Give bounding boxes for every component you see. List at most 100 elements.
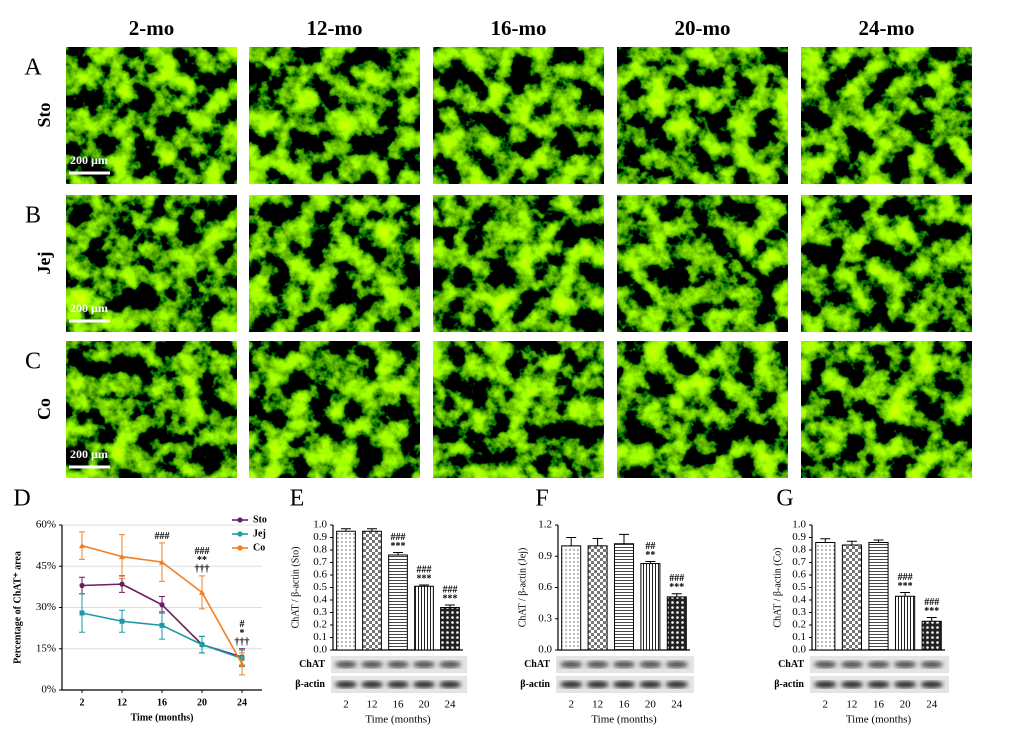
blot-band — [586, 681, 609, 688]
y-tick-label: 0.3 — [313, 606, 327, 618]
x-tick-label: 20 — [419, 699, 431, 711]
blot-label: β-actin — [295, 679, 325, 690]
y-tick-label: 0.0 — [313, 644, 327, 656]
significance: *** — [443, 593, 458, 604]
y-tick-label: 0.6 — [313, 569, 327, 581]
micrograph — [433, 341, 604, 478]
significance: ††† — [235, 637, 250, 648]
blot-label: ChAT — [299, 659, 325, 670]
column-header: 2-mo — [129, 16, 175, 40]
x-tick-label: 12 — [117, 697, 127, 708]
legend-marker — [237, 517, 243, 523]
y-tick-label: 0.7 — [792, 556, 806, 568]
blot-band — [439, 681, 461, 688]
legend-label: Jej — [253, 528, 266, 539]
y-tick-label: 0.9 — [538, 550, 552, 562]
x-tick-label: 12 — [592, 699, 603, 711]
blot-band — [867, 661, 890, 668]
legend-label: Sto — [253, 514, 267, 525]
x-tick-label: 16 — [619, 699, 631, 711]
x-tick-label: 20 — [197, 697, 207, 708]
blot-band — [893, 661, 917, 668]
x-tick-label: 24 — [671, 699, 683, 711]
panel-letter: C — [25, 349, 41, 375]
error-bar — [846, 540, 857, 545]
marker — [159, 622, 165, 628]
marker — [199, 589, 205, 595]
legend-label: Co — [253, 542, 265, 553]
x-tick-label: 2 — [568, 699, 574, 711]
significance: ### — [669, 573, 684, 584]
y-tick-label: 0.9 — [313, 531, 327, 543]
blot-band — [612, 681, 636, 688]
y-axis-label: Percentage of ChAT⁺ area — [12, 551, 23, 664]
blot-band — [814, 661, 837, 668]
blot-band — [560, 681, 583, 688]
micrograph — [66, 195, 237, 332]
bar — [362, 530, 382, 651]
blot-band — [920, 661, 943, 668]
blot-band — [335, 681, 357, 688]
y-tick-label: 0.4 — [313, 594, 327, 606]
blot-band — [335, 661, 357, 668]
micrograph — [617, 341, 788, 478]
error-bar — [900, 592, 911, 597]
error-bar — [926, 617, 937, 622]
marker — [159, 559, 165, 565]
panel-letter: E — [290, 486, 305, 512]
column-header: 24-mo — [859, 16, 915, 40]
x-tick-label: 16 — [157, 697, 167, 708]
bar — [895, 595, 916, 651]
significance: ### — [417, 564, 432, 575]
blot-band — [439, 661, 461, 668]
marker — [79, 610, 85, 616]
blot-band — [387, 681, 409, 688]
marker — [119, 581, 125, 587]
y-tick-label: 15% — [36, 642, 56, 654]
y-tick-label: 60% — [36, 519, 56, 531]
blot-band — [665, 681, 688, 688]
marker — [159, 602, 165, 608]
axis — [61, 525, 262, 691]
row-label: Sto — [34, 102, 54, 127]
bar — [841, 544, 862, 651]
micrograph — [617, 47, 788, 184]
y-tick-label: 0.2 — [313, 619, 327, 631]
x-axis-label: Time (months) — [365, 714, 431, 726]
row-label: Jej — [34, 252, 54, 275]
y-tick-label: 0.8 — [313, 544, 327, 556]
bar — [388, 554, 408, 651]
error-bar — [566, 537, 577, 546]
x-axis-label: Time (months) — [131, 712, 194, 723]
x-tick-label: 2 — [343, 699, 349, 711]
significance: ### — [898, 572, 913, 583]
x-tick-label: 12 — [367, 699, 378, 711]
blot-band — [413, 661, 435, 668]
bar — [666, 596, 687, 651]
x-axis-label: Time (months) — [591, 714, 657, 726]
significance: *** — [924, 606, 939, 617]
panel-letter: B — [25, 203, 41, 229]
blot-band — [867, 681, 890, 688]
significance: ** — [645, 550, 655, 561]
y-axis-label: ChAT / β-actin (Jej) — [517, 548, 528, 628]
y-tick-label: 0.1 — [792, 631, 806, 643]
significance: ### — [155, 531, 170, 542]
micrograph — [801, 195, 972, 332]
significance: ### — [195, 546, 210, 557]
y-tick-label: 0.2 — [792, 619, 806, 631]
marker — [239, 660, 245, 667]
blot-band — [586, 661, 609, 668]
bar — [868, 542, 889, 651]
y-tick-label: 0% — [41, 684, 56, 696]
bar — [414, 585, 434, 651]
marker — [119, 553, 125, 560]
blot-label: β-actin — [520, 679, 550, 690]
x-tick-label: 20 — [900, 699, 912, 711]
blot-label: β-actin — [774, 679, 804, 690]
x-tick-label: 24 — [926, 699, 938, 711]
micrograph — [66, 47, 237, 184]
y-tick-label: 0.1 — [313, 631, 327, 643]
y-tick-label: 0.0 — [792, 644, 806, 656]
significance: *** — [669, 582, 684, 593]
